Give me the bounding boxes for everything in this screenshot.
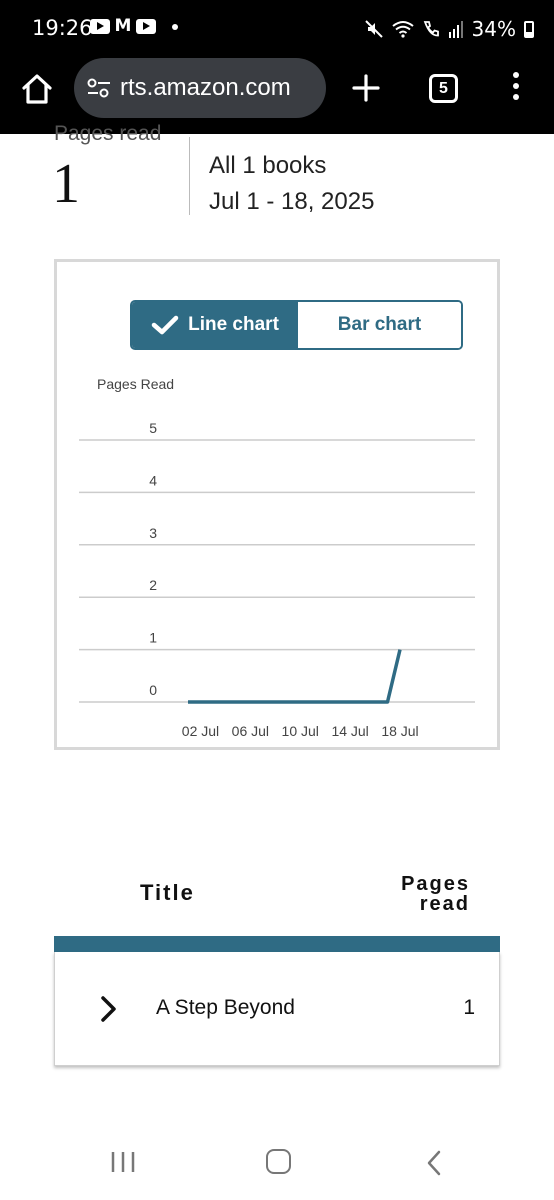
- y-tick-label: 1: [149, 630, 157, 646]
- wifi-calling-icon: [423, 21, 439, 37]
- battery-percentage: 34%: [471, 17, 516, 41]
- series-line: [188, 649, 402, 704]
- column-header-title: Title: [140, 880, 195, 905]
- more-notifications-icon: [172, 23, 178, 30]
- notification-icons: M: [90, 16, 178, 36]
- x-tick-label: 10 Jul: [282, 723, 319, 739]
- x-tick-label: 06 Jul: [232, 723, 269, 739]
- table-row[interactable]: A Step Beyond 1: [54, 952, 500, 1066]
- summary-divider: [189, 137, 190, 215]
- signal-icon: [448, 20, 463, 38]
- x-axis-ticks: 02 Jul 06 Jul 10 Jul 14 Jul 18 Jul: [182, 723, 419, 739]
- url-text[interactable]: rts.amazon.com: [120, 74, 291, 101]
- x-tick-label: 18 Jul: [381, 723, 418, 739]
- chevron-right-icon[interactable]: [99, 995, 119, 1023]
- summary-dates: Jul 1 - 18, 2025: [209, 188, 375, 215]
- column-header-pages-line2: read: [419, 893, 470, 915]
- x-tick-label: 14 Jul: [331, 723, 368, 739]
- book-title: A Step Beyond: [156, 996, 295, 1019]
- mute-icon: [364, 20, 383, 38]
- recent-apps-icon[interactable]: [110, 1150, 136, 1174]
- book-pages-read: 1: [463, 996, 475, 1019]
- chart-type-toggle: Line chart Bar chart: [130, 300, 463, 350]
- wifi-icon: [391, 21, 414, 38]
- column-header-pages-line1: Pages: [401, 873, 470, 895]
- plus-icon[interactable]: [350, 72, 382, 104]
- back-icon[interactable]: [426, 1150, 442, 1176]
- home-icon[interactable]: [20, 72, 54, 106]
- summary-label: Pages read: [54, 122, 162, 145]
- bar-chart-label: Bar chart: [337, 314, 422, 335]
- line-chart-button[interactable]: Line chart: [132, 302, 298, 348]
- y-tick-label: 3: [149, 525, 157, 541]
- y-tick-label: 4: [149, 472, 157, 488]
- chart-card: Line chart Bar chart Pages Read 0 1 2 3 4 5 0…: [54, 259, 500, 750]
- chart-gridlines: [79, 439, 475, 703]
- chart-series: [188, 649, 402, 704]
- x-tick-label: 02 Jul: [182, 723, 219, 739]
- system-icons: 34%: [364, 17, 534, 41]
- status-bar: 19:26 M 34%: [0, 0, 554, 58]
- y-tick-label: 2: [149, 577, 157, 593]
- table-header-bar: [54, 936, 500, 952]
- column-header-pages-read: Pages read: [370, 874, 470, 914]
- address-bar[interactable]: rts.amazon.com: [74, 58, 326, 118]
- summary-value: 1: [52, 153, 80, 215]
- tab-switcher-button[interactable]: 5: [429, 74, 458, 103]
- youtube-icon: [136, 19, 156, 34]
- pages-read-line-chart: Pages Read 0 1 2 3 4 5 02 Jul 06 Jul 10 Jul 14 J…: [79, 376, 475, 739]
- site-settings-icon[interactable]: [86, 76, 112, 100]
- more-menu-icon[interactable]: [510, 72, 522, 104]
- system-navigation-bar: [0, 1134, 554, 1200]
- summary-books: All 1 books: [209, 152, 327, 179]
- gmail-icon: M: [114, 16, 132, 36]
- y-axis-ticks: 0 1 2 3 4 5: [149, 420, 157, 698]
- y-tick-label: 0: [149, 682, 157, 698]
- battery-icon: [524, 20, 534, 38]
- bar-chart-button[interactable]: Bar chart: [298, 302, 461, 348]
- check-icon: [151, 315, 179, 335]
- status-time: 19:26: [32, 16, 93, 40]
- browser-toolbar: rts.amazon.com 5: [0, 58, 554, 134]
- youtube-icon: [90, 19, 110, 34]
- line-chart-label: Line chart: [188, 314, 279, 335]
- home-nav-icon[interactable]: [266, 1149, 291, 1174]
- y-axis-label: Pages Read: [97, 376, 174, 392]
- y-tick-label: 5: [149, 420, 157, 436]
